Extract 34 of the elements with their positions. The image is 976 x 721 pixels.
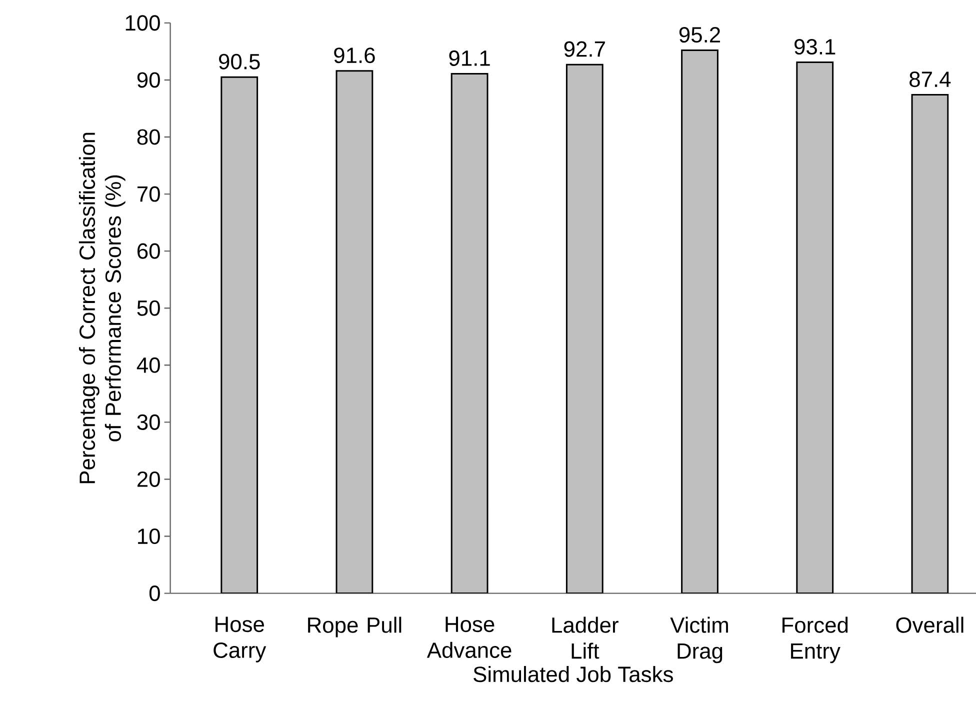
x-tick-label: Forced Entry: [782, 616, 848, 664]
y-tick-label: 70: [138, 186, 160, 202]
y-tick-label: 30: [137, 414, 160, 430]
x-tick-label: Victim Drag: [670, 616, 728, 664]
y-tick-label: 20: [138, 471, 160, 488]
bar: [911, 94, 949, 594]
bar: [336, 70, 374, 594]
bar: [796, 62, 834, 594]
y-tick-label: 10: [138, 528, 160, 544]
data-label: 91.6: [334, 48, 375, 64]
y-tick-label: 40: [136, 357, 160, 373]
bar: [566, 64, 604, 594]
y-tick-label: 50: [137, 300, 160, 316]
y-tick-label: 90: [137, 72, 160, 88]
data-label: 92.7: [564, 41, 605, 57]
data-label: 95.2: [679, 27, 720, 43]
bar: [450, 72, 488, 594]
x-axis-title: Simulated Job Tasks: [474, 666, 673, 682]
x-tick-label: Ladder Lift: [552, 616, 618, 659]
y-tick-label: 80: [137, 129, 160, 145]
y-axis-title: Percentage of Correct Classification of Performance Scores (%): [78, 132, 126, 484]
data-label: 87.4: [910, 72, 951, 88]
data-label: 91.1: [449, 50, 490, 66]
y-tick-label: 60: [138, 243, 160, 259]
x-tick-label: Overall: [896, 616, 964, 633]
bar: [681, 50, 718, 594]
x-tick-label: Hose Carry: [214, 616, 266, 662]
data-label: 93.1: [794, 39, 836, 55]
y-tick-label: 0: [149, 586, 160, 602]
bar: [220, 76, 258, 594]
data-label: 90.5: [219, 54, 260, 70]
x-tick-label: Hose Advance: [426, 616, 512, 658]
y-tick-label: 100: [126, 15, 160, 31]
x-tick-label: Rope Pull: [308, 616, 402, 638]
